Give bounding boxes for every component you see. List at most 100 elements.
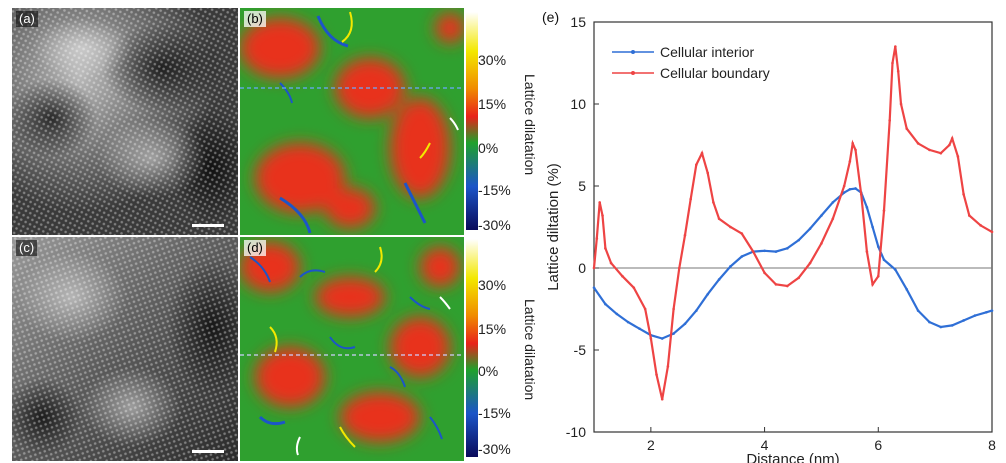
data-point: [894, 268, 897, 271]
panel-label-a: (a): [16, 11, 38, 27]
data-point: [695, 309, 698, 312]
data-point: [820, 242, 823, 245]
scale-bar: [192, 224, 224, 227]
panel-label-e: (e): [542, 9, 559, 25]
data-point: [655, 373, 658, 376]
colorbar-title: Lattice dilatation: [522, 74, 538, 176]
y-tick-label: 5: [578, 178, 586, 194]
data-point: [905, 288, 909, 291]
data-point: [891, 61, 894, 65]
y-tick-label: -10: [566, 424, 586, 440]
data-point: [774, 283, 778, 286]
data-point: [990, 230, 994, 234]
series-line-cellular-boundary: [592, 46, 993, 400]
data-point: [848, 160, 852, 163]
data-point: [962, 319, 965, 322]
y-axis-label: Lattice diltation (%): [545, 163, 562, 291]
data-point: [774, 250, 778, 253]
data-point: [876, 245, 880, 248]
data-point: [592, 266, 596, 270]
colorbar-tick: 30%: [478, 277, 507, 293]
data-point: [592, 286, 596, 289]
data-point: [808, 261, 812, 265]
legend-entry: Cellular boundary: [660, 65, 770, 81]
data-point: [896, 69, 900, 73]
colorbar-gradient: [466, 12, 478, 230]
data-point: [717, 278, 721, 281]
data-point: [621, 274, 624, 278]
data-point: [888, 119, 891, 122]
plot-frame: [593, 21, 993, 433]
hrtem-panel-a: (a): [12, 8, 238, 235]
y-tick-label: 10: [570, 96, 586, 112]
data-point: [916, 309, 920, 312]
colorbar-tick: 15%: [478, 321, 507, 337]
data-point: [851, 142, 854, 145]
panel-label-b: (b): [244, 11, 266, 27]
data-point: [950, 137, 954, 140]
data-point: [956, 155, 960, 158]
colorbar-tick: -15%: [478, 405, 511, 421]
data-point: [882, 209, 886, 212]
data-point: [712, 201, 715, 204]
strain-map-d: [240, 237, 464, 461]
data-point: [717, 217, 721, 221]
data-point: [689, 197, 692, 201]
legend-marker: [631, 71, 635, 75]
data-point: [751, 250, 755, 253]
data-point: [729, 265, 732, 268]
data-point: [950, 324, 954, 327]
hrtem-image-a: [12, 8, 238, 235]
x-axis-label: Distance (nm): [746, 451, 839, 463]
data-point: [985, 310, 988, 314]
legend-marker: [631, 50, 635, 54]
colorbar-tick: 0%: [478, 140, 499, 156]
data-point: [939, 151, 943, 155]
panel-label-d: (d): [244, 240, 266, 256]
data-point: [683, 322, 687, 326]
data-point: [894, 45, 897, 48]
data-point: [632, 286, 636, 289]
data-point: [683, 233, 687, 237]
data-point: [967, 214, 971, 217]
data-point: [740, 232, 744, 235]
data-point: [595, 237, 599, 240]
data-point: [604, 302, 607, 306]
data-point: [797, 238, 800, 242]
y-tick-label: -5: [574, 342, 587, 358]
data-point: [865, 206, 869, 209]
colorbar-tick: -15%: [478, 182, 511, 198]
x-tick-label: 4: [761, 437, 769, 453]
data-point: [695, 163, 698, 166]
data-point: [882, 258, 886, 262]
data-point: [700, 151, 704, 155]
y-tick-label: 0: [578, 260, 586, 276]
data-point: [831, 201, 835, 204]
data-point: [660, 337, 664, 340]
data-point: [763, 271, 766, 275]
strain-map-panel-b: (b): [240, 8, 464, 235]
series-line-cellular-interior: [593, 187, 993, 340]
data-point: [871, 283, 874, 286]
colorbar-tick: 15%: [478, 96, 507, 112]
data-point: [649, 337, 653, 340]
y-tick-label: 15: [570, 14, 586, 30]
x-tick-label: 8: [988, 437, 996, 453]
data-point: [848, 187, 852, 191]
hrtem-image-c: [12, 237, 238, 461]
colorbar-tick: 0%: [478, 363, 499, 379]
data-point: [973, 314, 977, 317]
data-point: [672, 332, 675, 335]
data-point: [615, 312, 619, 316]
data-point: [871, 225, 874, 229]
data-point: [899, 102, 903, 106]
data-point: [831, 217, 835, 221]
data-point: [604, 247, 607, 250]
data-point: [660, 397, 664, 401]
data-point: [666, 365, 670, 368]
hrtem-panel-c: (c): [12, 237, 238, 461]
data-point: [905, 127, 909, 130]
x-tick-label: 2: [647, 437, 655, 453]
panel-label-c: (c): [16, 240, 38, 256]
data-point: [706, 171, 710, 175]
